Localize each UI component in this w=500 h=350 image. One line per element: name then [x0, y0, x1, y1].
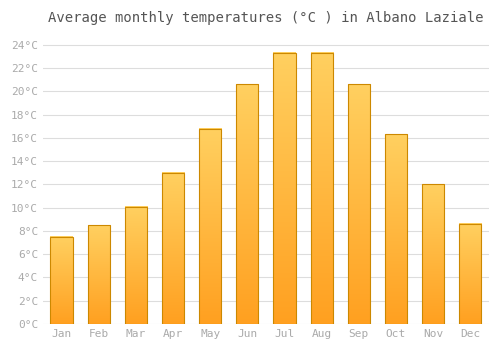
Bar	[274, 53, 295, 324]
Bar	[50, 237, 72, 324]
Bar	[459, 224, 481, 324]
Bar	[88, 225, 110, 324]
Bar	[422, 184, 444, 324]
Title: Average monthly temperatures (°C ) in Albano Laziale: Average monthly temperatures (°C ) in Al…	[48, 11, 484, 25]
Bar	[162, 173, 184, 324]
Bar	[236, 84, 258, 324]
Bar	[124, 206, 147, 324]
Bar	[310, 53, 333, 324]
Bar	[199, 128, 222, 324]
Bar	[385, 134, 407, 324]
Bar	[348, 84, 370, 324]
